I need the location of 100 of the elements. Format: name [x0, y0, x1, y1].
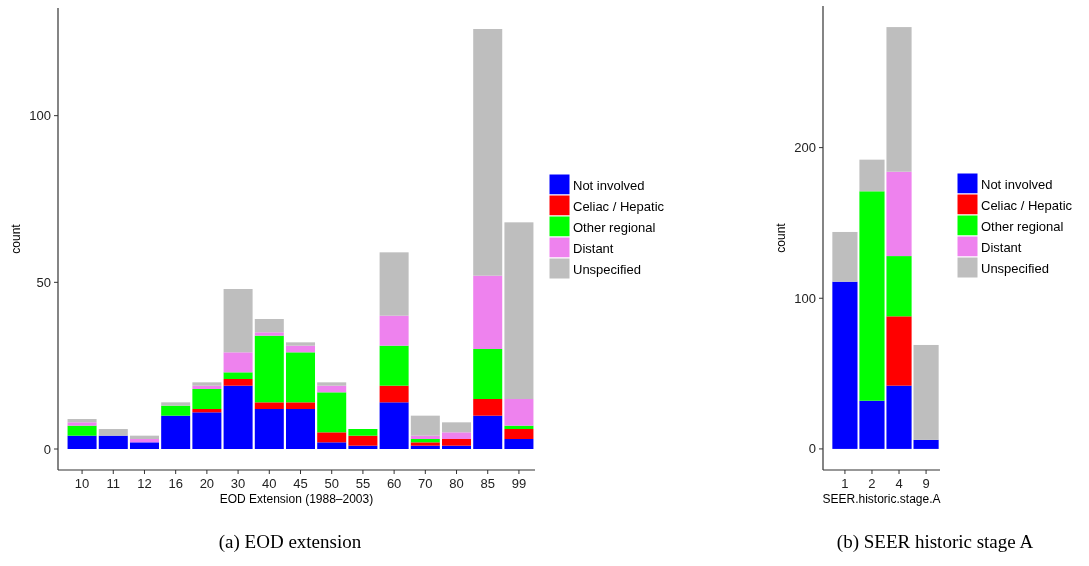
bar — [317, 392, 347, 433]
bar — [410, 415, 440, 436]
x-tick-label: 60 — [386, 476, 402, 491]
bar — [285, 409, 316, 449]
text: (b) SEER historic stage A — [836, 531, 1034, 553]
bar — [379, 402, 409, 449]
bar — [442, 439, 472, 446]
bar — [348, 445, 378, 449]
bar — [129, 435, 159, 439]
x-tick-label: 70 — [418, 476, 433, 491]
x-tick-label: 45 — [293, 476, 308, 491]
x-tick-label: 16 — [168, 476, 183, 491]
bar — [223, 289, 253, 353]
bar — [223, 372, 253, 379]
x-tick-label: 11 — [106, 476, 121, 491]
bar — [254, 335, 284, 403]
x-tick-label: 30 — [230, 476, 246, 491]
bar — [285, 402, 316, 409]
bar — [285, 345, 316, 353]
bar — [254, 402, 284, 409]
bar — [317, 442, 347, 449]
legend-label: Unspecified — [981, 260, 1049, 276]
bar — [98, 435, 128, 449]
x-tick-label: 40 — [262, 476, 277, 491]
bar — [348, 435, 378, 446]
bar — [317, 382, 347, 386]
x-axis-title: EOD Extension (1988–2003) — [219, 492, 374, 506]
bar — [473, 275, 503, 349]
bar — [192, 409, 222, 413]
bar — [886, 171, 912, 257]
bar — [473, 349, 503, 399]
bar — [254, 319, 284, 333]
legend-label: Unspecified — [573, 261, 641, 277]
bar — [192, 412, 222, 449]
x-tick-label: 1 — [841, 476, 849, 491]
bar — [161, 405, 191, 416]
y-tick-label: 200 — [794, 140, 816, 156]
bar — [317, 432, 347, 443]
y-tick-label: 0 — [808, 441, 816, 457]
legend-label: Other regional — [573, 219, 656, 235]
legend-label: Celiac / Hepatic — [573, 198, 665, 214]
bar — [348, 429, 378, 436]
x-tick-label: 99 — [511, 476, 527, 491]
x-axis-title: SEER.historic.stage.A — [822, 492, 941, 506]
bar — [442, 432, 472, 439]
y-tick-label: 100 — [794, 290, 816, 306]
bar — [504, 399, 534, 426]
bar — [254, 332, 284, 336]
bar — [473, 29, 503, 276]
bar — [129, 439, 159, 443]
y-tick-label: 0 — [43, 441, 51, 457]
x-tick-label: 10 — [74, 476, 90, 491]
bar — [504, 425, 534, 429]
bar — [504, 222, 534, 399]
bar — [192, 389, 222, 409]
bar — [317, 385, 347, 393]
y-tick-label: 100 — [29, 108, 51, 124]
bar — [67, 425, 97, 436]
bar — [379, 385, 409, 403]
x-tick-label: 4 — [895, 476, 903, 491]
bar — [285, 352, 316, 403]
bar — [832, 231, 858, 282]
y-axis-title: count — [9, 223, 23, 254]
bar — [254, 409, 284, 449]
legend-label: Distant — [573, 240, 614, 256]
bar — [379, 252, 409, 316]
x-tick-label: 85 — [480, 476, 495, 491]
bar — [379, 315, 409, 346]
legend-label: Distant — [981, 239, 1022, 255]
legend-label: Celiac / Hepatic — [981, 197, 1073, 213]
bar — [223, 379, 253, 386]
bar — [504, 439, 534, 449]
legend-label: Other regional — [981, 218, 1064, 234]
bar — [473, 415, 503, 449]
bar — [504, 429, 534, 439]
x-tick-label: 2 — [868, 476, 876, 491]
bar — [442, 422, 472, 433]
x-tick-label: 80 — [449, 476, 464, 491]
y-axis-title: count — [774, 222, 788, 253]
bar — [67, 435, 97, 449]
bar — [410, 435, 440, 439]
bar — [473, 399, 503, 416]
bar — [913, 344, 939, 440]
bar — [129, 442, 159, 449]
bar — [223, 352, 253, 373]
x-tick-label: 9 — [922, 476, 930, 491]
bar — [442, 445, 472, 449]
legend-label: Not involved — [981, 176, 1053, 192]
y-tick-label: 50 — [36, 274, 51, 290]
x-tick-label: 50 — [324, 476, 339, 491]
bar — [161, 402, 191, 406]
bar — [98, 429, 128, 436]
x-tick-label: 12 — [137, 476, 152, 491]
bar — [223, 385, 253, 449]
bar — [285, 342, 316, 346]
bar — [886, 316, 912, 386]
bar — [161, 415, 191, 449]
x-tick-label: 55 — [355, 476, 371, 491]
bar — [379, 345, 409, 386]
legend-label: Not involved — [573, 177, 645, 193]
